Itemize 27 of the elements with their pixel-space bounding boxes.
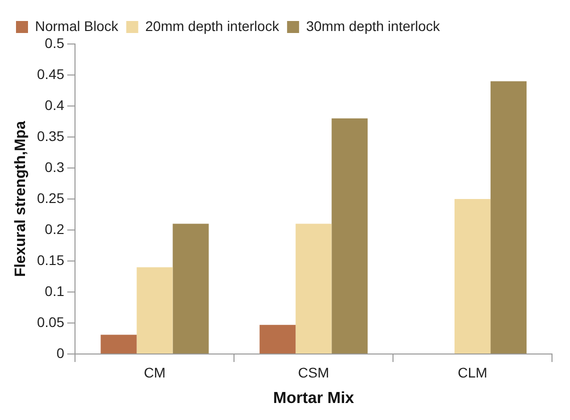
legend-label: 20mm depth interlock (145, 18, 280, 34)
y-tick-label: 0.4 (44, 96, 64, 113)
x-tick-label: CM (144, 364, 166, 380)
y-tick-label: 0.25 (37, 190, 64, 206)
y-tick-label: 0.3 (44, 158, 64, 175)
bar (332, 118, 368, 354)
x-axis-title: Mortar Mix (273, 390, 354, 407)
y-tick-label: 0 (56, 344, 64, 361)
bar (296, 224, 332, 354)
y-tick-label: 0.1 (44, 282, 64, 299)
bar (490, 81, 527, 354)
legend-label: 30mm depth interlock (306, 18, 441, 34)
bar (172, 224, 209, 354)
legend-label: Normal Block (35, 18, 120, 34)
x-tick-label: CSM (298, 364, 330, 380)
y-tick-label: 0.2 (44, 220, 64, 237)
y-axis-title: Flexural strength,Mpa (12, 120, 30, 277)
x-tick-label: CLM (458, 364, 488, 380)
bar (454, 199, 491, 354)
y-tick-label: 0.45 (37, 66, 64, 82)
bar (260, 324, 296, 354)
y-tick-label: 0.5 (44, 34, 64, 51)
y-tick-label: 0.15 (37, 252, 64, 268)
y-tick-label: 0.05 (37, 314, 64, 330)
bar (100, 334, 137, 354)
bar (136, 267, 173, 354)
y-tick-label: 0.35 (37, 128, 64, 144)
